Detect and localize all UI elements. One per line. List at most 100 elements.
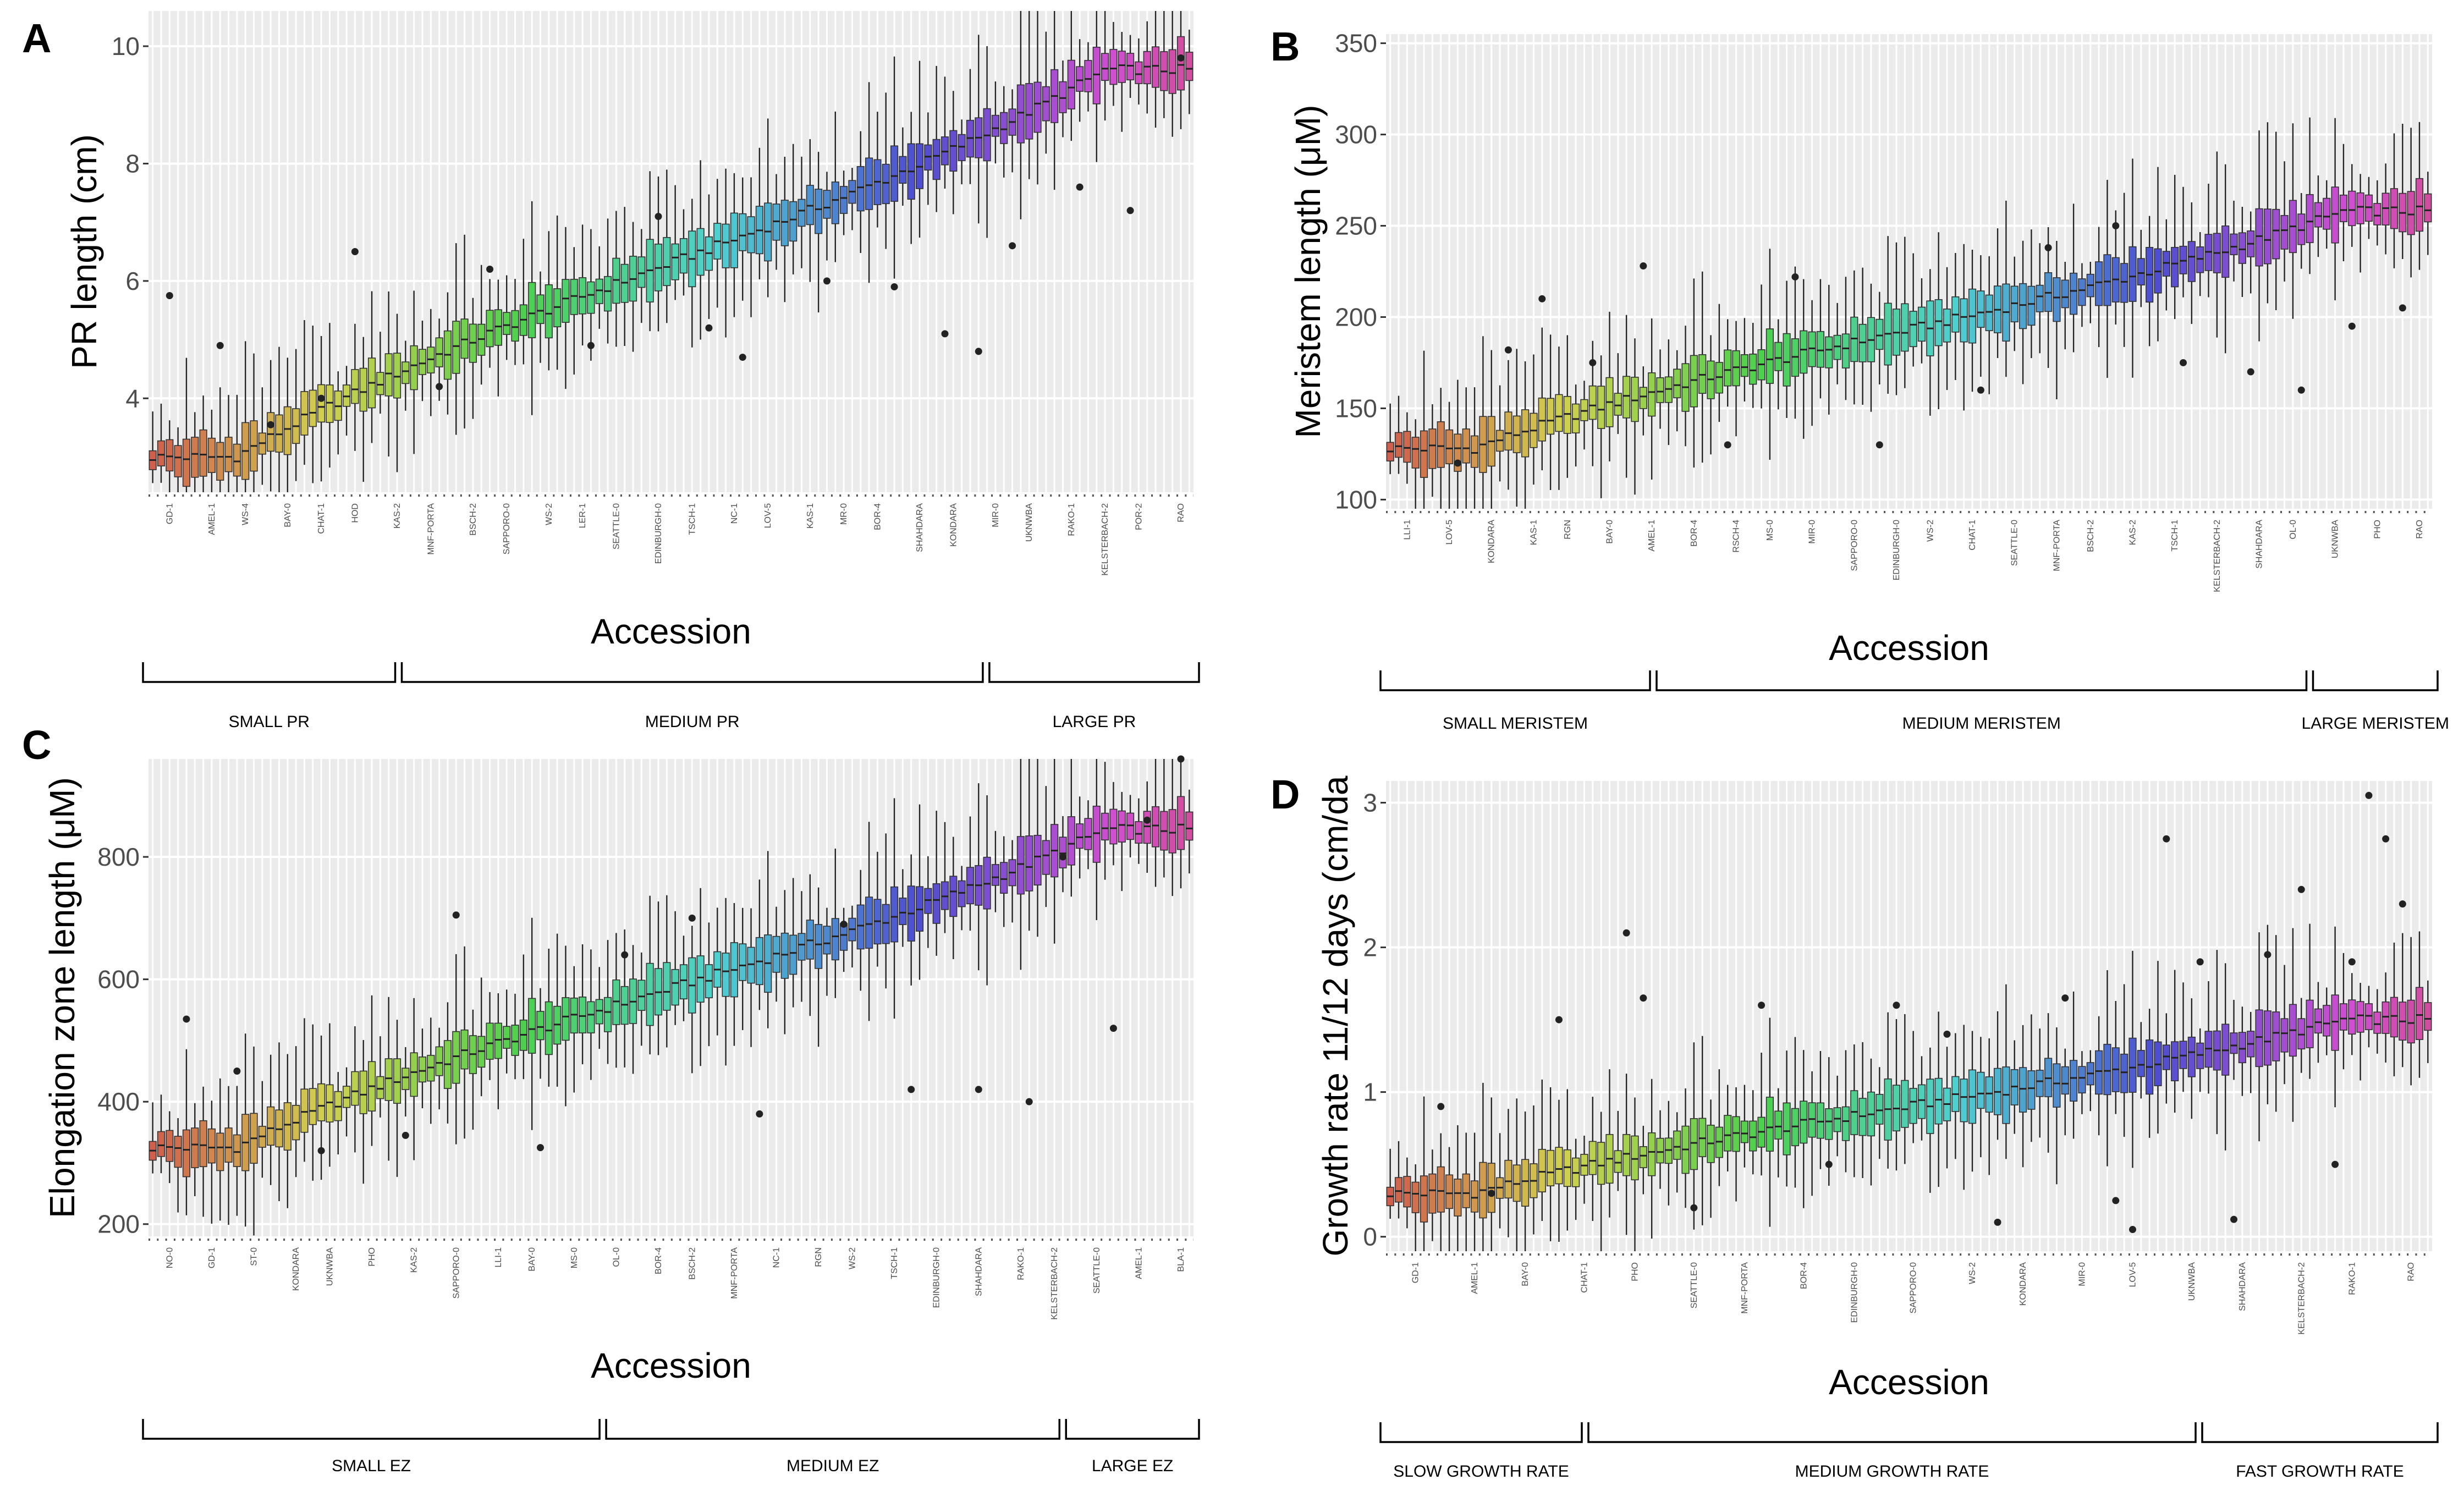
accession-box [780, 890, 789, 1035]
accession-box [1067, 11, 1075, 141]
accession-box [2095, 227, 2103, 348]
accession-box [1766, 1017, 1774, 1227]
accession-box [1876, 291, 1884, 385]
accession-box [924, 856, 932, 948]
box-iqr [932, 883, 941, 924]
box-iqr [182, 438, 191, 487]
box-iqr [376, 1076, 384, 1099]
box-iqr [393, 353, 402, 399]
accession-box [1605, 311, 1614, 462]
accession-box [975, 783, 983, 971]
accession-box [764, 118, 772, 298]
box-iqr [815, 189, 823, 234]
box-iqr [2103, 254, 2111, 306]
box-iqr [958, 134, 966, 161]
box-iqr [511, 310, 519, 342]
box-iqr [1724, 349, 1732, 387]
accession-box [730, 173, 739, 317]
accession-box [587, 949, 595, 1080]
box-iqr [739, 943, 747, 981]
box-iqr [924, 888, 932, 914]
box-iqr [2373, 1011, 2382, 1034]
accession-box [1867, 1058, 1876, 1186]
x-tick-label: RAO [2407, 1262, 2416, 1281]
x-axis-title: Accession [591, 1346, 751, 1385]
box-iqr [1504, 411, 1513, 451]
outlier-point [2365, 791, 2373, 799]
box-iqr [1656, 1137, 1664, 1164]
accession-box [1555, 1099, 1563, 1242]
box-iqr [890, 145, 899, 202]
box-iqr [856, 166, 865, 212]
box-iqr [2263, 1010, 2272, 1066]
box-iqr [865, 157, 873, 210]
box-iqr [359, 1070, 367, 1114]
accession-box [1858, 1042, 1867, 1178]
box-iqr [2061, 279, 2069, 309]
box-iqr [1059, 837, 1067, 868]
accession-box [1690, 278, 1698, 468]
x-tick-label: GD-1 [1411, 1262, 1421, 1283]
box-iqr [511, 1025, 519, 1056]
accession-box [1934, 1011, 1943, 1187]
outlier-point [1589, 359, 1597, 366]
box-iqr [1960, 1079, 1968, 1123]
outlier-point [1076, 183, 1084, 191]
box-iqr [2187, 1036, 2196, 1077]
accession-box [1000, 836, 1008, 927]
accession-box [1732, 321, 1740, 437]
accession-box [1386, 403, 1394, 475]
box-iqr [949, 876, 958, 917]
accession-box [326, 323, 334, 468]
x-tick-label: MIR-0 [2077, 1262, 2087, 1286]
accession-box [477, 977, 486, 1097]
x-tick-label: MR-0 [839, 503, 849, 525]
box-iqr [536, 1011, 544, 1041]
box-iqr [418, 349, 427, 375]
group-label: MEDIUM GROWTH RATE [1795, 1462, 1989, 1481]
box-iqr [2356, 1001, 2364, 1033]
outlier-point [1893, 1002, 1900, 1009]
box-iqr [856, 904, 865, 950]
accession-box [1791, 266, 1800, 419]
accession-box [1521, 1112, 1530, 1251]
box-iqr [1917, 1084, 1926, 1119]
box-iqr [2280, 1018, 2289, 1053]
box-iqr [326, 1084, 334, 1123]
accession-box [2238, 206, 2246, 298]
box-iqr [1420, 1175, 1428, 1223]
box-iqr [1428, 428, 1437, 469]
box-iqr [899, 156, 907, 184]
box-iqr [1033, 834, 1042, 885]
box-iqr [2415, 178, 2424, 232]
x-tick-label: PHO [1630, 1262, 1640, 1281]
accession-box [1623, 1074, 1631, 1235]
accession-box [258, 1081, 266, 1178]
accession-box [469, 1009, 477, 1130]
box-iqr [1876, 1094, 1884, 1125]
accession-box [166, 420, 174, 492]
outlier-point [2247, 368, 2254, 376]
box-iqr [1437, 421, 1445, 468]
accession-box [1530, 1105, 1538, 1235]
x-tick-label: LOV-5 [1445, 520, 1454, 544]
box-iqr [1766, 328, 1774, 384]
outlier-point [2230, 1215, 2238, 1223]
accession-box [1462, 387, 1470, 509]
box-iqr [1411, 1181, 1420, 1213]
outlier-point [1623, 929, 1630, 937]
box-iqr [1808, 1102, 1816, 1138]
box-iqr [486, 310, 494, 348]
box-iqr [2407, 999, 2415, 1044]
accession-box [2154, 167, 2162, 342]
box-iqr [991, 864, 1000, 886]
accession-box [1580, 1135, 1588, 1204]
accession-box [2187, 998, 2196, 1119]
accession-box [1648, 318, 1656, 480]
outlier-point [1454, 459, 1461, 467]
box-iqr [603, 276, 612, 312]
box-iqr [435, 1046, 443, 1076]
box-iqr [603, 997, 612, 1032]
accession-box [351, 1026, 359, 1153]
box-iqr [1547, 398, 1555, 435]
